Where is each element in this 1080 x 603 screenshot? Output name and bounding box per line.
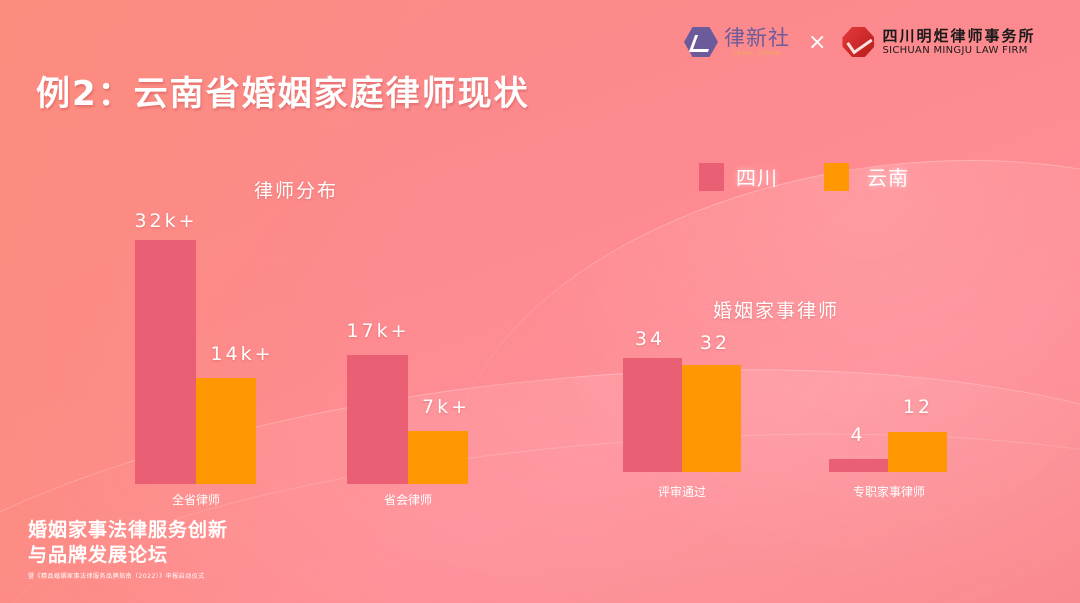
mingju-emblem-icon [842,27,875,57]
mingju-name-en: SICHUAN MINGJU LAW FIRM [882,45,1028,56]
bar-sichuan-all-province [135,240,196,484]
chart-title: 律师分布 [254,180,339,202]
legend-item-sichuan: 四川 [699,162,778,191]
legend-swatch-yunnan [824,162,849,191]
bar-yunnan-reviewed [682,365,741,472]
legal-vision-hexagon-icon [684,27,718,57]
category-label: 全省律师 [171,493,220,507]
category-label: 省会律师 [383,493,432,507]
page-title: 例2：云南省婚姻家庭律师现状 [36,74,530,114]
chart-title: 婚姻家事律师 [713,300,840,322]
legend-item-yunnan: 云南 [824,162,909,191]
bar-value-label: 34 [634,328,666,350]
event-title-line1: 婚姻家事法律服务创新 [28,519,229,541]
event-title-line2: 与品牌发展论坛 [28,544,169,566]
bar-value-label: 12 [902,396,934,418]
legend-label: 四川 [736,166,778,190]
bar-yunnan-all-province [196,378,256,484]
mingju-name: 四川明炬律师事务所 [882,27,1036,45]
category-label: 专职家事律师 [852,485,925,499]
bar-value-label: 32k+ [134,210,198,232]
bar-value-label: 4 [850,424,866,446]
bar-value-label: 7k+ [421,396,470,418]
bar-yunnan-fulltime [888,432,947,472]
event-footer: 婚姻家事法律服务创新 与品牌发展论坛 暨《精品婚姻家事法律服务品牌指南（2022… [28,518,228,580]
event-subtitle: 暨《精品婚姻家事法律服务品牌指南（2022）》申报启动仪式 [28,573,205,580]
mingju-law-firm-logo: 四川明炬律师事务所 SICHUAN MINGJU LAW FIRM [842,27,1035,57]
bar-value-label: 17k+ [346,320,410,342]
bar-sichuan-capital [347,355,408,484]
bar-value-label: 14k+ [210,343,274,365]
collaboration-separator: × [808,29,827,55]
header-logos: 律新社 LEGAL VISION × 四川明炬律师事务所 SICHUAN MIN… [684,22,1035,62]
chart-legend: 四川 云南 [699,162,909,191]
category-label: 评审通过 [657,485,706,499]
bar-value-label: 32 [699,332,731,354]
bar-sichuan-reviewed [623,358,682,472]
bar-yunnan-capital [408,431,468,484]
legal-vision-logo: 律新社 LEGAL VISION [684,26,790,58]
background-gradient [0,0,420,603]
legal-vision-name-en: LEGAL VISION [733,51,781,57]
legend-label: 云南 [867,166,909,190]
legend-swatch-sichuan [699,162,724,191]
bar-sichuan-fulltime [829,459,888,472]
legal-vision-name: 律新社 [724,26,790,50]
